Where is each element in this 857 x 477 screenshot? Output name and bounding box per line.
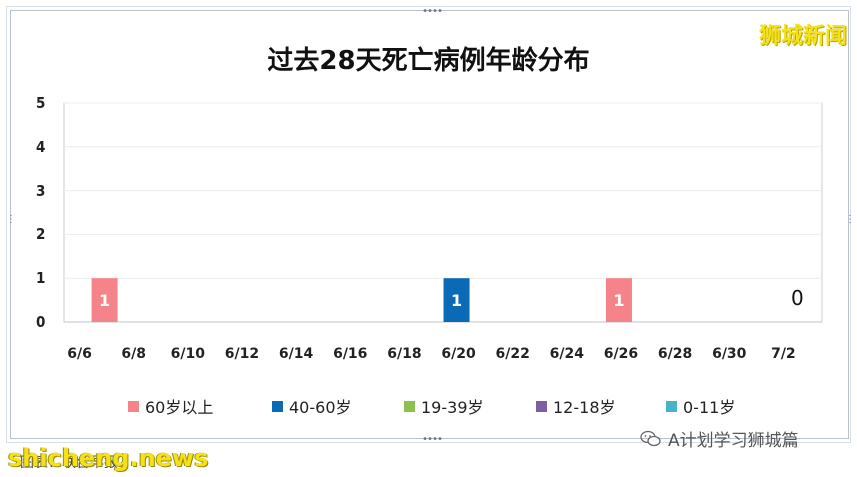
bar [443, 278, 470, 322]
x-tick-label: 6/26 [603, 346, 639, 362]
watermark-bottom-left: shicheng.news [8, 444, 209, 472]
legend-label: 12-18岁 [553, 398, 616, 417]
source-caption: 图表：联合早报 [20, 455, 118, 471]
plot-background [63, 102, 823, 323]
x-tick-label: 6/16 [333, 346, 368, 362]
chart-title: 过去28天死亡病例年龄分布 [267, 46, 590, 76]
chart-outer-border [6, 6, 851, 443]
resize-handle-bottom[interactable]: •••• [422, 434, 443, 445]
x-tick-label: 6/12 [224, 346, 260, 362]
y-tick-label: 2 [36, 225, 46, 244]
x-tick-label: 6/8 [121, 346, 146, 362]
resize-handle-left[interactable]: ⋮ [6, 214, 16, 225]
x-tick-label: 6/6 [67, 346, 92, 362]
legend-swatch [128, 400, 139, 412]
bar-data-label: 1 [99, 291, 110, 310]
x-tick-label: 6/14 [278, 346, 314, 362]
legend-item: 12-18岁 [536, 394, 616, 418]
y-tick-label: 3 [36, 181, 46, 200]
bar-data-label: 1 [451, 291, 462, 310]
legend-label: 40-60岁 [289, 398, 352, 417]
bar-data-label: 1 [613, 291, 624, 310]
bar [91, 278, 118, 322]
legend-label: 0-11岁 [683, 398, 736, 417]
y-tick-label: 4 [36, 137, 46, 156]
x-tick-label: 6/24 [549, 346, 584, 362]
watermark-bottom-right-text: A计划学习狮城篇 [668, 431, 799, 451]
watermark-bottom-right: A计划学习狮城篇 [640, 426, 799, 451]
y-tick-label: 0 [36, 313, 46, 331]
resize-handle-top[interactable]: •••• [422, 6, 443, 17]
resize-handle-right[interactable]: ⋮ [845, 214, 855, 225]
legend: 60岁以上 40-60岁 19-39岁 12-18岁 0-11岁 [0, 394, 857, 418]
y-tick-label: 5 [36, 94, 46, 112]
x-tick-label: 6/18 [387, 346, 422, 362]
wechat-icon [640, 430, 661, 446]
x-tick-label: 6/20 [441, 346, 476, 362]
x-tick-label: 6/22 [495, 346, 530, 362]
legend-label: 19-39岁 [421, 398, 484, 417]
annotation-label: 0 [791, 286, 804, 310]
legend-swatch [404, 400, 415, 412]
legend-item: 0-11岁 [666, 394, 735, 418]
x-tick-label: 6/28 [657, 346, 693, 362]
legend-item: 19-39岁 [404, 394, 484, 418]
legend-item: 60岁以上 [128, 394, 213, 418]
x-tick-label: 6/30 [712, 346, 747, 362]
y-tick-label: 1 [36, 269, 46, 288]
legend-swatch [666, 400, 677, 412]
x-tick-label: 7/2 [771, 346, 796, 362]
legend-label: 60岁以上 [145, 398, 214, 417]
legend-swatch [536, 400, 547, 412]
bar [605, 278, 632, 322]
x-tick-label: 6/10 [170, 346, 205, 362]
legend-item: 40-60岁 [272, 394, 352, 418]
watermark-top-right: 狮城新闻 [758, 24, 847, 49]
legend-swatch [272, 400, 283, 412]
